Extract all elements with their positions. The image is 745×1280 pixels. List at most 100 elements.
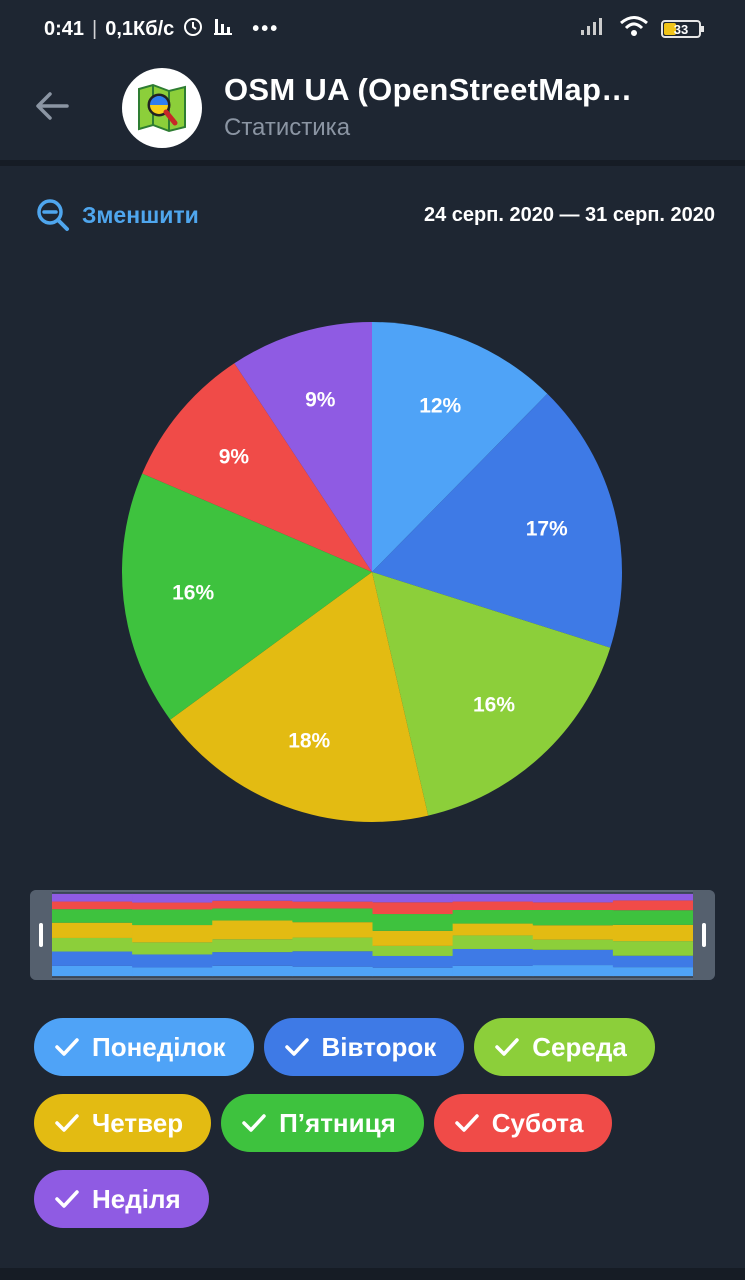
navigator-segment [52,937,133,952]
arrow-left-icon [36,92,69,120]
navigator-segment [452,893,534,902]
check-icon [454,1110,480,1136]
pie-slice-3[interactable] [170,572,429,823]
navigator-segment [532,965,614,977]
series-chip-label: Четвер [92,1107,184,1138]
navigator-segment [532,939,614,950]
navigator-segment [52,965,133,977]
more-icon: ••• [252,17,280,40]
pie-slice-label-4: 16% [172,581,214,604]
navigator-segment [292,893,373,902]
check-icon [494,1034,520,1060]
navigator-segment [612,955,693,968]
pie-slice-label-0: 12% [419,394,461,417]
navigator-segment [132,967,213,977]
navigator-segment [612,900,693,911]
navigator-segment [132,909,213,926]
zoom-out-label: Зменшити [82,201,199,228]
signal-icon [579,16,607,42]
navigator-segment [452,923,534,936]
navigator-segment [612,924,693,942]
check-icon [284,1034,310,1060]
navigator-segment [212,893,293,901]
range-navigator[interactable] [30,890,715,980]
channel-avatar[interactable] [122,68,202,148]
series-chip-4[interactable]: П’ятниця [221,1094,424,1152]
pie-slice-2[interactable] [372,572,611,816]
navigator-right-handle[interactable] [693,890,715,980]
navigator-segment [452,948,534,966]
map-logo-icon [138,83,186,133]
navigator-segment [532,910,614,926]
navigator-segment [292,937,373,952]
series-chip-0[interactable]: Понеділок [34,1018,254,1076]
series-chip-6[interactable]: Неділя [34,1170,209,1228]
navigator-segment [292,901,373,909]
navigator-segment [212,965,293,977]
navigator-segment [372,893,454,903]
navigator-segment [212,939,293,953]
pie-slice-5[interactable] [142,363,372,572]
check-icon [54,1034,80,1060]
navigator-segment [452,901,534,911]
navigator-segment [292,966,373,977]
navigator-segment [612,910,693,925]
check-icon [54,1110,80,1136]
navigator-segment [372,945,454,956]
navigator-segment [532,893,614,903]
pie-slice-0[interactable] [372,322,548,572]
pie-chart: 12% 17% 16% 18% 16% 9% 9% [0,300,745,840]
series-chip-2[interactable]: Середа [474,1018,655,1076]
navigator-segment [52,901,133,910]
page-subtitle: Статистика [224,114,351,141]
alarm-icon [182,15,204,43]
navigator-segment [612,893,693,901]
status-time: 0:41 [44,17,85,40]
navigator-left-handle[interactable] [30,890,52,980]
pie-slice-label-2: 16% [473,693,515,716]
pie-slice-6[interactable] [234,322,372,572]
navigator-segment [132,902,213,910]
status-bar: 0:41 | 0,1Кб/с ••• 33 [0,0,745,58]
navigator-segment [132,893,213,903]
navigator-segment [372,955,454,968]
navigator-segment [212,920,293,940]
series-toggle-chips: Понеділок Вівторок Середа Четвер П’ятниця Суб… [34,1018,724,1228]
status-separator: | [92,17,98,40]
navigator-segment [212,952,293,966]
navigator-segment [132,954,213,968]
pie-slice-label-6: 9% [305,389,336,412]
channel-title: OSM UA (OpenStreetMap… [224,72,633,107]
series-chip-3[interactable]: Четвер [34,1094,212,1152]
navigator-segment [52,909,133,923]
stats-icon [212,15,234,43]
navigator-segment [532,902,614,911]
navigator-segment [372,967,454,977]
check-icon [54,1186,80,1212]
navigator-segment [452,910,534,924]
navigator-segment [132,925,213,943]
navigator-segment [292,951,373,967]
navigator-segment [532,925,614,940]
navigator-plot [52,890,693,980]
zoom-out-button[interactable]: Зменшити [36,198,199,232]
series-chip-5[interactable]: Субота [433,1094,612,1152]
pie-chart-svg: 12% 17% 16% 18% 16% 9% 9% [121,322,623,823]
series-chip-1[interactable]: Вівторок [263,1018,465,1076]
back-button[interactable] [32,88,72,124]
series-chip-label: Понеділок [92,1031,226,1062]
navigator-segment [372,930,454,946]
status-speed: 0,1Кб/с [105,17,175,40]
pie-slice-label-5: 9% [219,446,250,469]
check-icon [241,1110,267,1136]
navigator-segment [612,941,693,956]
navigator-segment [52,893,133,902]
pie-slice-1[interactable] [372,393,623,648]
pie-slice-4[interactable] [121,473,372,720]
navigator-segment [372,902,454,915]
navigator-segment [532,949,614,966]
series-chip-label: П’ятниця [279,1107,396,1138]
navigator-segment [292,908,373,923]
date-range: 24 серп. 2020 — 31 серп. 2020 [423,204,715,226]
navigator-segment [452,965,534,977]
